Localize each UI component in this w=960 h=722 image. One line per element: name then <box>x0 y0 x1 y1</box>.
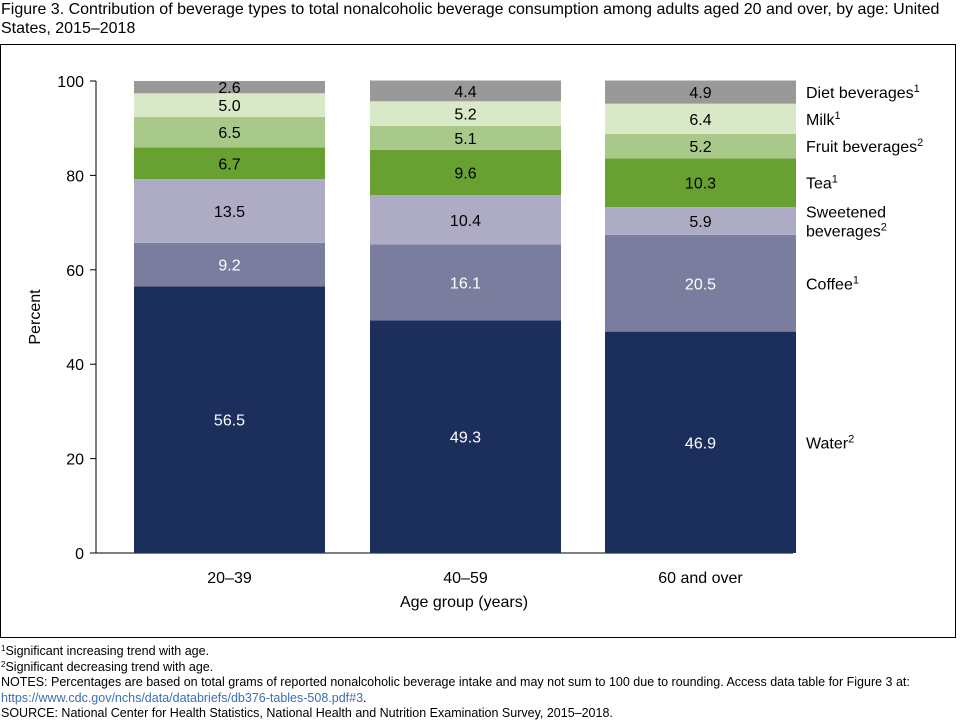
y-axis-label: Percent <box>27 289 44 345</box>
notes-text: NOTES: Percentages are based on total gr… <box>1 675 910 689</box>
footnote-1-mark: 1 <box>1 644 6 653</box>
data-label: 20.5 <box>685 276 716 293</box>
bar-segment-sweetened-beverages <box>134 179 325 243</box>
footnote-2-mark: 2 <box>1 659 6 669</box>
data-label: 5.0 <box>218 98 240 115</box>
x-tick-label: 40–59 <box>443 570 488 587</box>
bar-segment-milk <box>605 103 796 134</box>
bar-segment-diet-beverages <box>370 80 561 102</box>
legend-label: Fruit beverages2 <box>806 137 923 156</box>
figure-notes: 1Significant increasing trend with age. … <box>1 644 957 722</box>
data-label: 49.3 <box>450 430 481 447</box>
legend-label: Coffee1 <box>806 274 859 293</box>
bar-segment-diet-beverages <box>605 80 796 104</box>
bar-segment-tea <box>134 147 325 180</box>
data-label: 5.9 <box>689 214 711 231</box>
bar-segment-tea <box>370 149 561 196</box>
legend-label: Water2 <box>806 433 854 452</box>
data-label: 6.5 <box>218 125 240 142</box>
notes-end: . <box>363 690 367 705</box>
data-label: 9.6 <box>454 166 476 183</box>
bar-segment-fruit-beverages <box>370 125 561 150</box>
data-label: 5.2 <box>689 139 711 156</box>
bar-segment-fruit-beverages <box>605 133 796 159</box>
data-label: 9.2 <box>218 258 240 275</box>
data-label: 6.7 <box>218 156 240 173</box>
bar-segment-milk <box>134 93 325 117</box>
footnote-2: 2Significant decreasing trend with age. <box>1 660 957 676</box>
x-axis-label: Age group (years) <box>400 594 528 611</box>
bar-segment-tea <box>605 158 796 208</box>
data-label: 4.9 <box>689 85 711 102</box>
legend-label: Diet beverages1 <box>806 83 920 102</box>
y-tick-label: 80 <box>66 168 84 185</box>
source-line: SOURCE: National Center for Health Stati… <box>1 706 613 720</box>
figure-title: Figure 3. Contribution of beverage types… <box>1 1 940 37</box>
data-label: 6.4 <box>689 112 711 129</box>
data-label: 5.1 <box>454 131 476 148</box>
y-tick-label: 20 <box>66 452 84 469</box>
x-tick-label: 60 and over <box>658 570 743 587</box>
bar-segment-water <box>134 286 325 553</box>
notes-paragraph: NOTES: Percentages are based on total gr… <box>1 675 957 706</box>
data-label: 56.5 <box>214 413 245 430</box>
data-label: 46.9 <box>685 435 716 452</box>
y-tick-label: 40 <box>66 357 84 374</box>
data-label: 4.4 <box>454 84 476 101</box>
legend-label: Sweetened beverages2 <box>806 204 887 240</box>
bar-segment-coffee <box>370 244 561 321</box>
data-label: 16.1 <box>450 275 481 292</box>
chart-frame: 0 20 40 60 80 100 Percent 56.5 9.2 13.5 6.7 6.5 5.0 2… <box>0 44 956 638</box>
legend-label: Tea1 <box>806 174 838 193</box>
data-table-link[interactable]: https://www.cdc.gov/nchs/data/databriefs… <box>1 690 364 705</box>
bar-segment-sweetened-beverages <box>370 195 561 245</box>
bar-segment-water <box>370 320 561 553</box>
stacked-bar-chart: 020406080100Percent56.59.213.56.76.55.02… <box>27 74 923 611</box>
x-tick-label: 20–39 <box>207 570 252 587</box>
data-label: 10.3 <box>685 176 716 193</box>
y-tick-label: 100 <box>57 74 84 91</box>
bar-segment-diet-beverages <box>134 81 325 94</box>
y-tick-label: 60 <box>66 263 84 280</box>
bar-segment-coffee <box>134 242 325 287</box>
footnote-2-text: Significant decreasing trend with age. <box>5 659 214 674</box>
data-label: 2.6 <box>218 80 240 97</box>
footnote-1-text: Significant increasing trend with age. <box>5 644 210 658</box>
data-label: 5.2 <box>454 107 476 124</box>
bar-segment-sweetened-beverages <box>605 207 796 235</box>
bar-segment-fruit-beverages <box>134 116 325 148</box>
legend-label: Milk1 <box>806 110 841 129</box>
footnote-1: 1Significant increasing trend with age. <box>1 644 957 660</box>
y-tick-label: 0 <box>75 546 84 563</box>
bar-segment-coffee <box>605 234 796 332</box>
data-label: 10.4 <box>450 213 481 230</box>
data-label: 13.5 <box>214 204 245 221</box>
bar-segment-water <box>605 331 796 553</box>
bar-segment-milk <box>370 101 561 126</box>
